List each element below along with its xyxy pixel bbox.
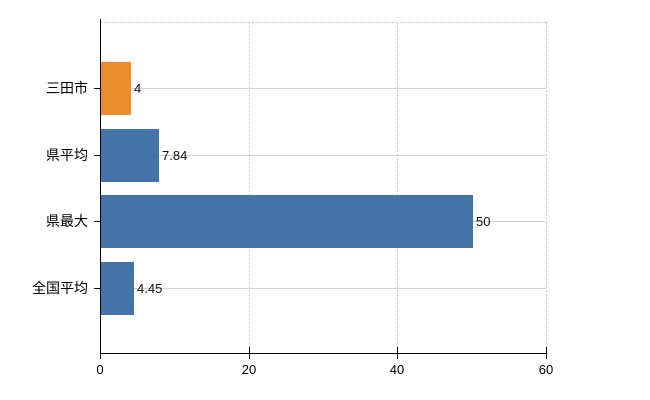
category-label: 三田市 [46,80,88,96]
x-axis-tick [397,347,398,359]
x-axis-tick [546,347,547,359]
x-axis-tick [100,347,101,359]
category-label: 県平均 [46,147,88,163]
x-tick-label: 20 [241,362,257,377]
horizontal-gridline [100,155,546,156]
bar-value-label: 4.45 [137,281,163,296]
horizontal-gridline [100,288,546,289]
y-axis-line [100,19,101,359]
x-tick-label: 0 [96,362,104,377]
y-axis-tick [94,88,100,89]
y-axis-tick [94,288,100,289]
plot-top-border [100,22,546,23]
x-tick-label: 60 [538,362,554,377]
horizontal-gridline [100,88,546,89]
y-axis-tick [94,221,100,222]
category-label: 県最大 [46,213,88,229]
x-axis-tick [249,347,250,359]
x-axis-line [100,353,546,354]
bar [101,262,134,315]
category-label: 全国平均 [32,280,88,296]
plot-right-border [546,22,547,353]
bar-value-label: 50 [476,214,491,229]
bar-value-label: 4 [134,81,142,96]
x-tick-label: 40 [389,362,405,377]
vertical-gridline [249,22,250,347]
vertical-gridline [397,22,398,347]
bar [101,62,131,115]
bar [101,129,159,182]
bar [101,195,473,248]
y-axis-tick [94,155,100,156]
bar-value-label: 7.84 [162,148,188,163]
